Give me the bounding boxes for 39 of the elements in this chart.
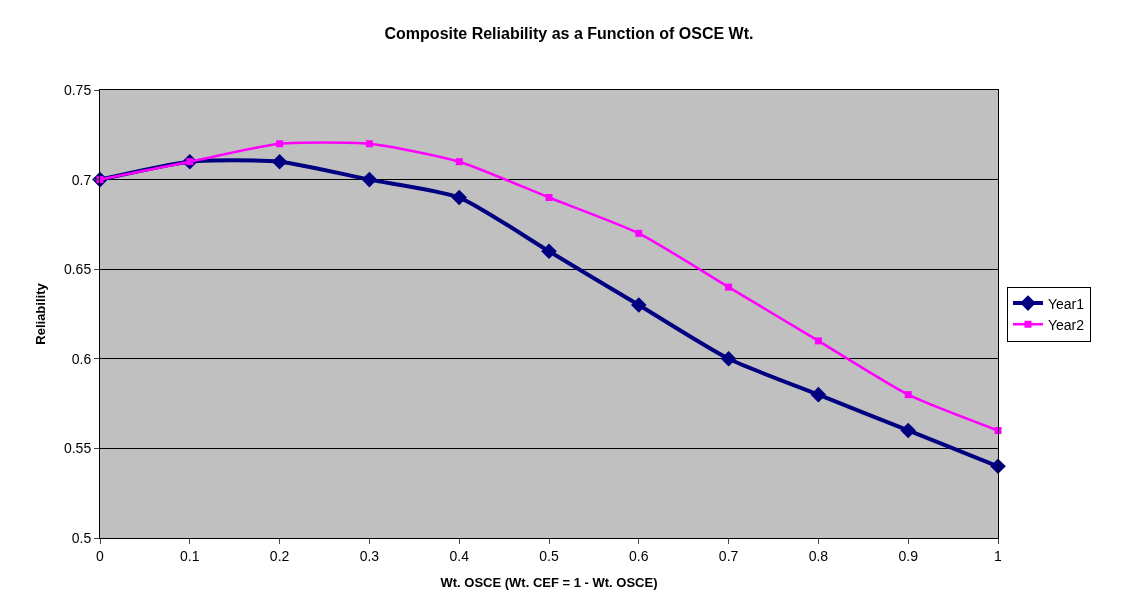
point [541,243,557,260]
chart-title: Composite Reliability as a Function of OSCE Wt. [384,24,754,42]
point [904,391,912,399]
point [814,337,822,345]
y-tick-label: 0.75 [63,81,92,98]
legend-label: Year2 [1047,316,1085,333]
x-tick-label: 0.2 [269,547,290,564]
y-tick-label: 0.65 [63,261,92,278]
point [455,158,463,166]
x-tick-label: 0.7 [718,547,739,564]
point [631,297,647,313]
x-tick-label: 0.3 [359,547,380,564]
point [271,153,288,170]
point [725,283,733,291]
point [900,422,916,439]
point [545,194,553,202]
point [720,351,737,367]
point [810,386,827,403]
x-tick-label: 0.4 [449,547,470,564]
point [361,171,378,188]
x-tick-label: 0.5 [539,547,559,564]
point [635,229,643,237]
x-tick-label: 0.9 [898,547,919,564]
x-tick-label: 1 [994,547,1003,564]
x-tick-label: 0.8 [808,547,829,564]
y-tick-label: 0.6 [71,350,92,367]
point [365,140,373,148]
legend-label: Year1 [1047,295,1085,312]
x-axis-title: Wt. OSCE (Wt. CEF = 1 - Wt. OSCE) [440,575,658,591]
point [276,140,284,148]
point [451,189,467,206]
y-axis-title: Reliability [32,282,48,345]
y-tick-label: 0.55 [63,440,92,457]
x-tick-label: 0.6 [629,547,649,564]
y-tick-label: 0.5 [71,529,92,546]
y-tick-label: 0.7 [71,171,92,188]
point [990,458,1006,475]
x-tick-label: 0.1 [180,547,200,564]
x-tick-label: 0 [96,547,105,564]
